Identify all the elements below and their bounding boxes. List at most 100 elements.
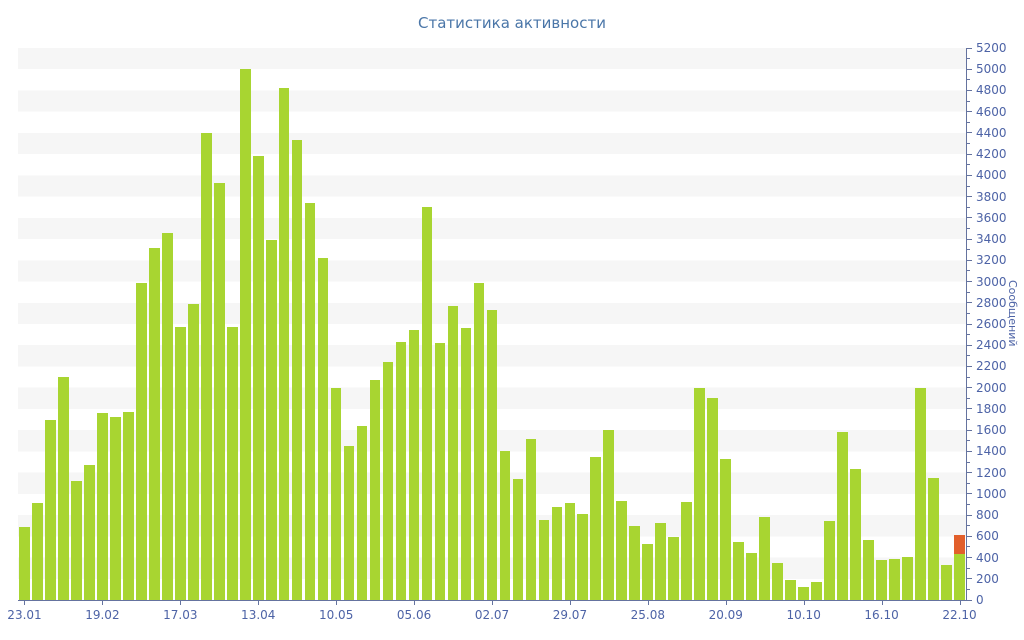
bar[interactable] <box>525 438 537 600</box>
bar-slot <box>797 48 810 600</box>
bar-slot <box>369 48 382 600</box>
bar[interactable] <box>668 537 680 600</box>
bar[interactable] <box>97 413 108 600</box>
bar[interactable] <box>954 554 965 600</box>
bar[interactable] <box>850 469 861 600</box>
bar[interactable] <box>499 451 511 600</box>
bar[interactable] <box>486 310 498 600</box>
bar[interactable] <box>84 465 95 600</box>
bar[interactable] <box>616 501 628 600</box>
bar-slot <box>706 48 719 600</box>
bar[interactable] <box>941 564 952 600</box>
bar[interactable] <box>252 156 264 600</box>
bar-slot <box>135 48 148 600</box>
bar[interactable] <box>811 581 822 600</box>
bar[interactable] <box>785 579 796 600</box>
bar[interactable] <box>239 69 251 600</box>
bar[interactable] <box>772 562 783 600</box>
bar[interactable] <box>707 398 718 600</box>
bar-slot <box>745 48 758 600</box>
bar-slot <box>940 48 953 600</box>
bar-slot <box>70 48 83 600</box>
bar[interactable] <box>395 342 407 600</box>
y-tick-label: 3000 <box>976 274 1007 289</box>
bar[interactable] <box>473 282 485 600</box>
bar[interactable] <box>837 432 848 600</box>
bar[interactable] <box>161 232 173 600</box>
bar[interactable] <box>291 140 303 600</box>
highlight-bar-segment[interactable] <box>954 535 965 555</box>
bar[interactable] <box>226 327 238 600</box>
y-axis-tick <box>966 238 972 240</box>
bar[interactable] <box>824 521 835 600</box>
bar-slot <box>330 48 343 600</box>
y-axis-tick <box>966 450 972 452</box>
bar[interactable] <box>876 559 887 600</box>
bar[interactable] <box>149 247 160 600</box>
x-axis-tick <box>492 600 493 605</box>
bar-series <box>18 48 966 600</box>
bar[interactable] <box>902 557 913 600</box>
bar[interactable] <box>603 430 615 600</box>
bar[interactable] <box>174 327 186 600</box>
y-axis-tick <box>966 493 972 495</box>
y-axis-minor-tick <box>966 376 970 378</box>
bar[interactable] <box>110 416 121 600</box>
bar[interactable] <box>330 387 342 600</box>
bar[interactable] <box>928 477 939 600</box>
bar[interactable] <box>889 559 900 600</box>
bar[interactable] <box>590 456 602 600</box>
bar-slot <box>44 48 57 600</box>
bar[interactable] <box>720 458 731 600</box>
bar[interactable] <box>798 587 809 600</box>
bar[interactable] <box>317 258 329 600</box>
bar[interactable] <box>746 553 757 600</box>
bar[interactable] <box>655 522 667 600</box>
bar[interactable] <box>369 380 381 600</box>
bar[interactable] <box>915 387 926 600</box>
bar[interactable] <box>136 282 147 600</box>
bar[interactable] <box>564 502 576 600</box>
bar[interactable] <box>45 419 56 600</box>
bar[interactable] <box>304 203 316 600</box>
bar[interactable] <box>421 207 433 600</box>
x-axis-tick <box>414 600 416 605</box>
bar[interactable] <box>71 481 82 600</box>
y-axis-tick <box>966 557 972 559</box>
y-axis-tick <box>966 259 972 261</box>
y-tick-label: 1200 <box>976 465 1007 480</box>
bar[interactable] <box>642 543 654 600</box>
y-tick-label: 1600 <box>976 423 1007 438</box>
bar[interactable] <box>343 446 355 600</box>
bar[interactable] <box>265 240 277 600</box>
bar[interactable] <box>434 343 446 600</box>
bar[interactable] <box>19 526 30 600</box>
y-tick-label: 3800 <box>976 189 1007 204</box>
bar[interactable] <box>32 503 43 600</box>
bar[interactable] <box>538 520 550 600</box>
bar[interactable] <box>694 387 705 600</box>
bar[interactable] <box>460 328 472 600</box>
bar[interactable] <box>759 517 770 600</box>
bar[interactable] <box>512 479 524 600</box>
bar[interactable] <box>408 330 420 600</box>
bar[interactable] <box>551 506 563 600</box>
bar-slot <box>602 48 615 600</box>
bar-slot <box>485 48 498 600</box>
y-axis-minor-tick <box>966 227 970 229</box>
bar[interactable] <box>278 88 290 600</box>
bar[interactable] <box>382 362 394 600</box>
bar[interactable] <box>629 525 641 600</box>
bar[interactable] <box>123 411 134 600</box>
bar[interactable] <box>863 539 874 600</box>
bar[interactable] <box>733 541 744 600</box>
bar[interactable] <box>200 132 212 600</box>
bar[interactable] <box>356 425 368 600</box>
bar[interactable] <box>213 182 225 600</box>
bar[interactable] <box>447 305 459 600</box>
bar[interactable] <box>58 377 69 600</box>
bar[interactable] <box>577 514 589 600</box>
bar[interactable] <box>187 303 199 600</box>
bar-slot <box>888 48 901 600</box>
bar[interactable] <box>681 501 692 600</box>
